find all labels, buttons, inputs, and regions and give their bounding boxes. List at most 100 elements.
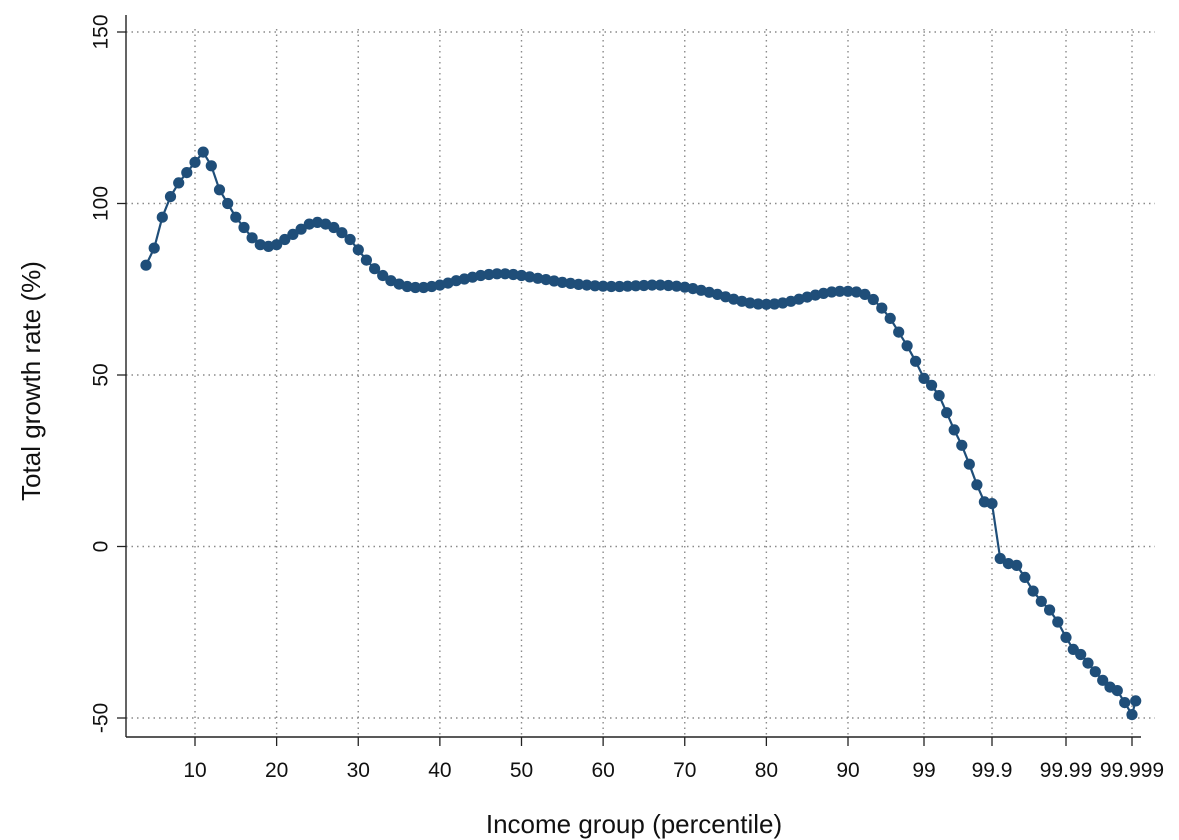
x-tick-label: 80 <box>755 759 778 782</box>
data-point <box>971 479 983 491</box>
data-point <box>246 232 258 244</box>
data-point <box>1130 695 1142 707</box>
data-point <box>369 263 381 275</box>
data-point <box>279 233 291 246</box>
data-point <box>205 160 217 172</box>
data-point <box>1119 697 1131 709</box>
data-point <box>597 280 609 292</box>
data-point <box>963 458 975 470</box>
data-point <box>867 293 879 306</box>
data-point <box>926 379 938 391</box>
data-point <box>768 298 781 310</box>
data-point <box>671 280 683 292</box>
x-tick-label: 90 <box>836 759 859 782</box>
y-axis-title: Total growth rate (%) <box>16 261 46 501</box>
data-point <box>156 211 168 223</box>
data-point <box>377 269 389 282</box>
data-point <box>287 228 299 240</box>
data-point <box>948 424 960 436</box>
x-tick-label: 30 <box>347 759 370 782</box>
data-point <box>164 191 177 203</box>
data-point <box>213 184 226 196</box>
data-point <box>222 197 234 210</box>
y-tick-label: 100 <box>90 186 113 221</box>
data-point <box>901 340 913 352</box>
x-tick-label: 60 <box>591 759 614 782</box>
data-point <box>556 276 568 288</box>
data-point <box>893 326 905 338</box>
data-point <box>1044 604 1056 616</box>
data-point <box>238 221 250 234</box>
data-point <box>295 223 307 235</box>
data-point <box>884 312 896 324</box>
data-point <box>1052 616 1064 628</box>
data-point <box>622 280 634 292</box>
data-point <box>1060 631 1072 644</box>
data-point <box>744 297 756 309</box>
data-point <box>638 279 650 292</box>
data-point <box>344 233 356 246</box>
data-point <box>491 268 503 280</box>
data-series <box>140 146 1142 721</box>
data-point <box>181 167 193 179</box>
data-point <box>956 439 968 451</box>
data-point <box>826 286 838 298</box>
x-tick-label: 99.99 <box>1040 759 1093 782</box>
x-tick-label: 99 <box>912 759 935 782</box>
data-point <box>842 285 854 297</box>
data-point <box>876 302 888 314</box>
y-tick-label: 50 <box>90 363 113 386</box>
data-point <box>352 244 364 256</box>
data-point <box>933 390 945 402</box>
data-point <box>271 239 283 251</box>
data-point <box>834 285 846 297</box>
data-point <box>918 372 930 384</box>
data-point <box>499 268 511 280</box>
data-point <box>1111 685 1123 697</box>
data-point <box>1097 674 1109 686</box>
data-point <box>1082 657 1094 669</box>
y-tick-label: -50 <box>90 703 113 733</box>
data-point <box>1019 571 1031 584</box>
data-point <box>1126 709 1138 721</box>
data-point <box>1089 666 1101 678</box>
data-point <box>605 280 617 293</box>
data-point <box>662 279 675 292</box>
data-point <box>760 298 773 310</box>
data-point <box>197 146 209 158</box>
data-point <box>230 211 242 223</box>
data-point <box>409 281 421 294</box>
data-point <box>360 254 372 266</box>
data-point <box>173 177 185 189</box>
axes <box>117 15 1141 746</box>
data-point <box>654 279 666 291</box>
data-point <box>148 242 160 254</box>
data-point <box>941 407 953 419</box>
data-point <box>994 552 1006 565</box>
grid-lines <box>126 29 1155 737</box>
data-point <box>336 227 348 239</box>
data-point <box>613 280 626 293</box>
tick-labels: -50 0 50 100 150 10 20 30 40 50 60 70 80 90 99 99.9 99.9… <box>90 14 1165 782</box>
x-tick-label: 99.999 <box>1100 759 1164 782</box>
data-point <box>328 221 340 234</box>
data-point <box>507 268 519 281</box>
data-point <box>986 498 998 510</box>
data-point <box>475 269 487 282</box>
data-point <box>189 156 201 168</box>
x-tick-label: 10 <box>183 759 206 782</box>
data-point <box>850 286 863 298</box>
x-tick-label: 99.9 <box>972 759 1013 782</box>
data-point <box>140 259 152 271</box>
data-point <box>859 288 871 300</box>
data-point <box>581 279 593 291</box>
data-point <box>646 279 658 291</box>
x-tick-label: 20 <box>265 759 288 782</box>
x-axis-title: Income group (percentile) <box>486 809 782 839</box>
y-tick-label: 150 <box>90 14 113 49</box>
data-point <box>752 298 764 310</box>
data-point <box>630 280 642 292</box>
data-point <box>1027 585 1039 597</box>
data-point <box>573 278 585 290</box>
